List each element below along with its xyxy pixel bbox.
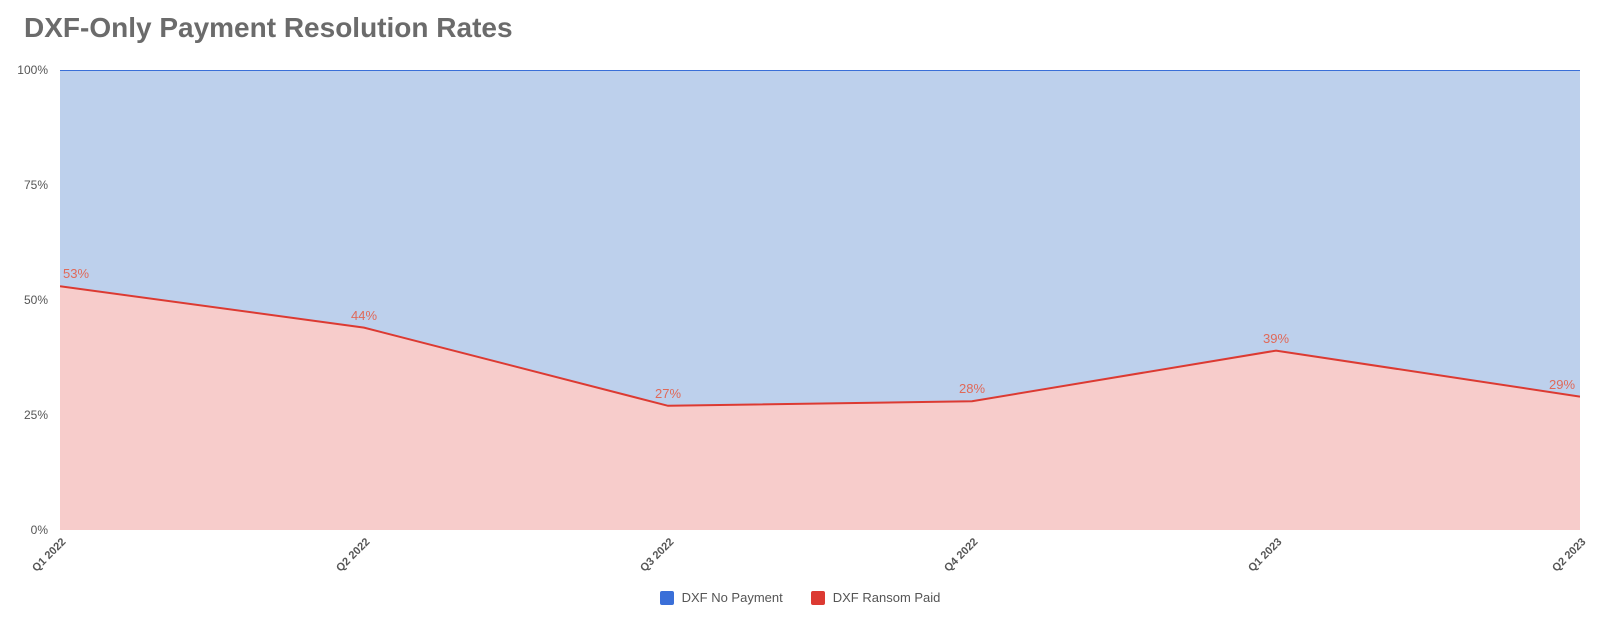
data-point-label: 44%	[351, 308, 377, 323]
plot-area: 53% 44% 27% 28% 39% 29%	[60, 70, 1580, 535]
legend: DXF No Payment DXF Ransom Paid	[0, 590, 1600, 610]
x-tick-label: Q1 2022	[30, 536, 68, 574]
y-axis-ticks: 0%25%50%75%100%	[0, 70, 56, 530]
legend-swatch	[811, 591, 825, 605]
data-point-label: 28%	[959, 381, 985, 396]
y-tick-label: 0%	[31, 523, 48, 537]
x-tick-label: Q1 2023	[1246, 536, 1284, 574]
data-point-label: 29%	[1549, 377, 1575, 392]
x-tick-label: Q2 2022	[334, 536, 372, 574]
x-tick-label: Q2 2023	[1550, 536, 1588, 574]
legend-item: DXF No Payment	[660, 590, 783, 605]
x-tick-label: Q4 2022	[942, 536, 980, 574]
legend-label: DXF No Payment	[682, 590, 783, 605]
y-tick-label: 50%	[24, 293, 48, 307]
legend-item: DXF Ransom Paid	[811, 590, 941, 605]
y-tick-label: 25%	[24, 408, 48, 422]
chart-container: DXF-Only Payment Resolution Rates 0% 25% 5…	[0, 0, 1600, 628]
data-labels: 53% 44% 27% 28% 39% 29%	[60, 70, 1580, 530]
data-point-label: 53%	[63, 266, 89, 281]
data-point-label: 39%	[1263, 331, 1289, 346]
y-tick-label: 75%	[24, 178, 48, 192]
y-tick-label: 100%	[17, 63, 48, 77]
data-point-label: 27%	[655, 386, 681, 401]
chart-title: DXF-Only Payment Resolution Rates	[24, 12, 513, 44]
x-tick-label: Q3 2022	[638, 536, 676, 574]
legend-swatch	[660, 591, 674, 605]
legend-label: DXF Ransom Paid	[833, 590, 941, 605]
